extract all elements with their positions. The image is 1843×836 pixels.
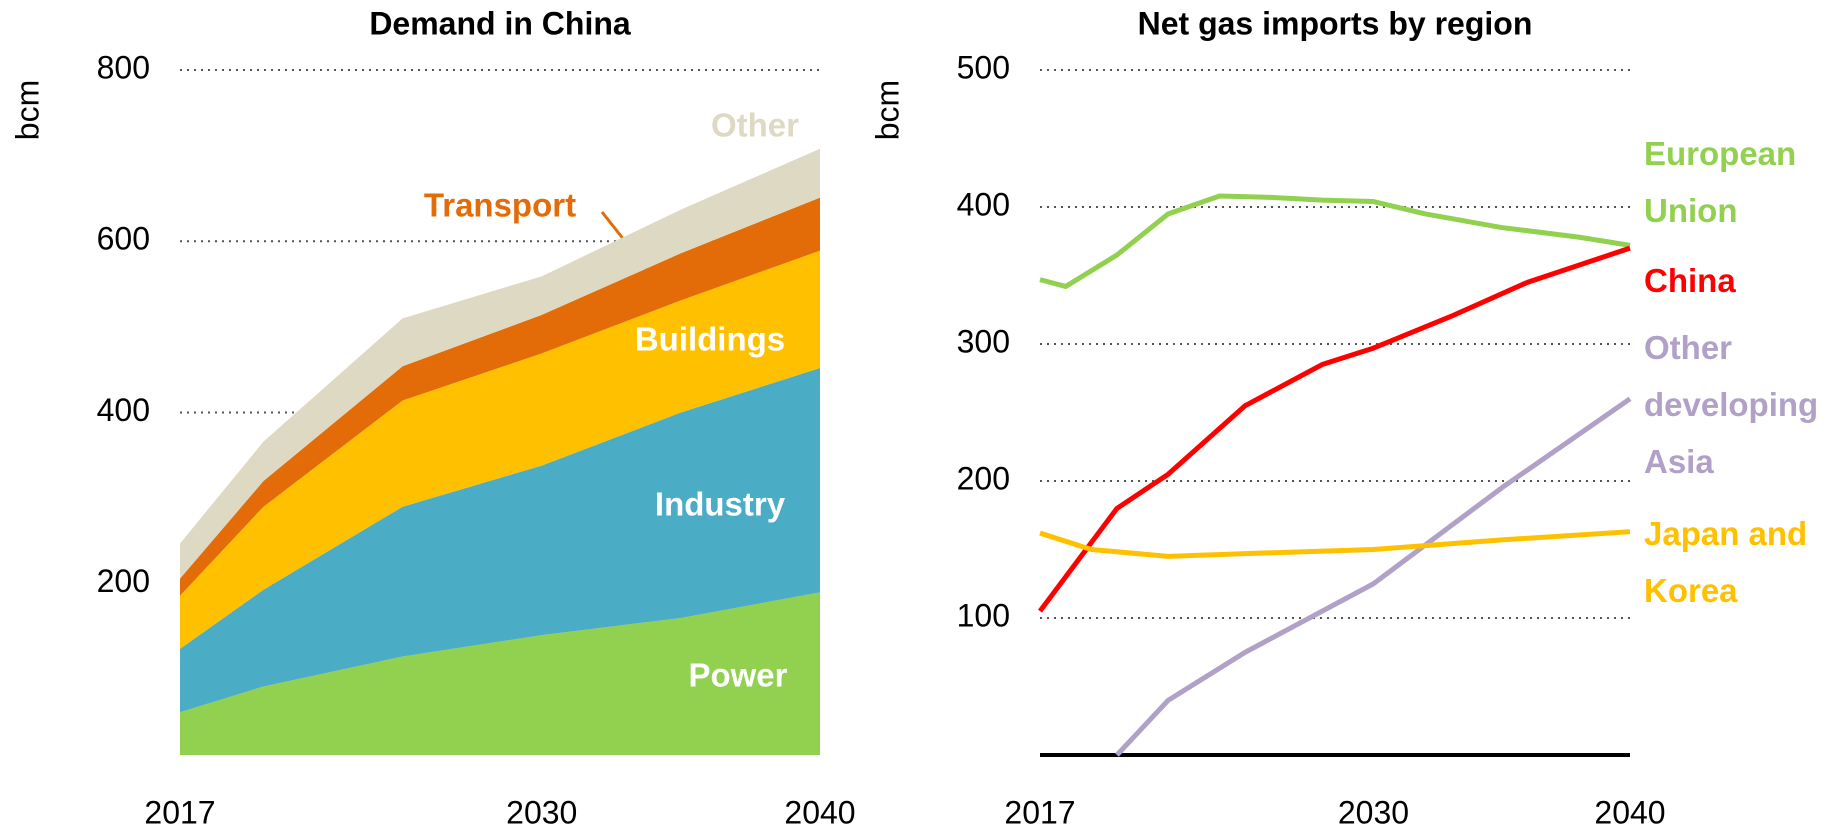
y-tick-label: 400 [97, 392, 150, 428]
area [180, 367, 820, 713]
x-tick-label: 2030 [1338, 794, 1409, 830]
series-label: Other [711, 107, 799, 144]
y-tick-label: 500 [957, 49, 1010, 85]
series-label: Japan and Korea [1644, 515, 1808, 609]
y-tick-label: 200 [97, 563, 150, 599]
series-label: Buildings [635, 321, 785, 358]
x-tick-label: 2040 [1594, 794, 1665, 830]
series-label: Power [688, 657, 787, 694]
chart-title: Demand in China [369, 5, 631, 41]
y-axis-label: bcm [9, 80, 45, 140]
area [180, 250, 820, 649]
y-tick-label: 200 [957, 460, 1010, 496]
series-label: Other developing Asia [1644, 329, 1819, 480]
series-label: Transport [424, 187, 576, 224]
x-tick-label: 2040 [784, 794, 855, 830]
line [1037, 245, 1631, 613]
y-axis-label: bcm [869, 80, 905, 140]
chart-title: Net gas imports by region [1138, 5, 1533, 41]
line [1115, 396, 1632, 757]
line [1039, 193, 1631, 289]
x-tick-label: 2017 [144, 794, 215, 830]
series-label: Industry [655, 486, 786, 523]
x-tick-label: 2030 [506, 794, 577, 830]
series-label: China [1644, 262, 1736, 299]
x-tick-label: 2017 [1004, 794, 1075, 830]
y-tick-label: 600 [97, 221, 150, 257]
y-tick-label: 800 [97, 49, 150, 85]
y-tick-label: 100 [957, 597, 1010, 633]
area [180, 197, 820, 596]
series-label: European Union [1644, 135, 1797, 229]
area [180, 592, 820, 755]
grid [1040, 69, 1630, 619]
line [1039, 529, 1631, 559]
y-tick-label: 400 [957, 186, 1010, 222]
area [180, 148, 820, 579]
y-tick-label: 300 [957, 323, 1010, 359]
